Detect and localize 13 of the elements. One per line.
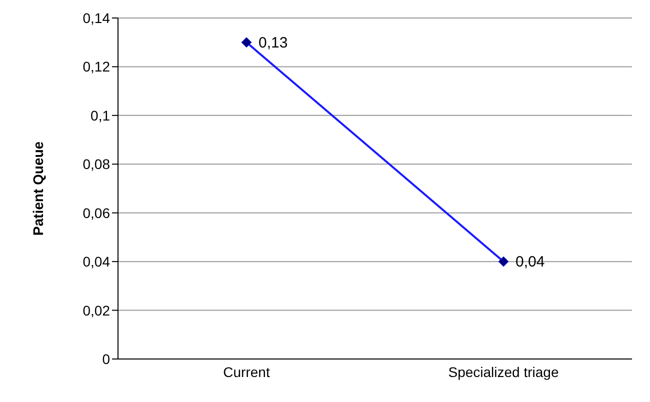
y-axis-title: Patient Queue	[30, 141, 46, 236]
y-tick-label: 0,06	[82, 204, 110, 221]
y-tick-label: 0,14	[82, 10, 110, 26]
data-label: 0,13	[258, 34, 288, 52]
y-tick-label: 0,08	[82, 156, 110, 172]
x-tick-label: Current	[223, 364, 270, 380]
y-tick-label: 0,04	[82, 254, 110, 270]
y-tick-label: 0,1	[90, 107, 110, 124]
y-tick-label: 0	[102, 350, 110, 367]
y-tick-label: 0,02	[82, 302, 110, 318]
data-label: 0,04	[516, 254, 545, 271]
y-tick-label: 0,12	[82, 58, 110, 75]
x-tick-label: Specialized triage	[448, 364, 559, 380]
